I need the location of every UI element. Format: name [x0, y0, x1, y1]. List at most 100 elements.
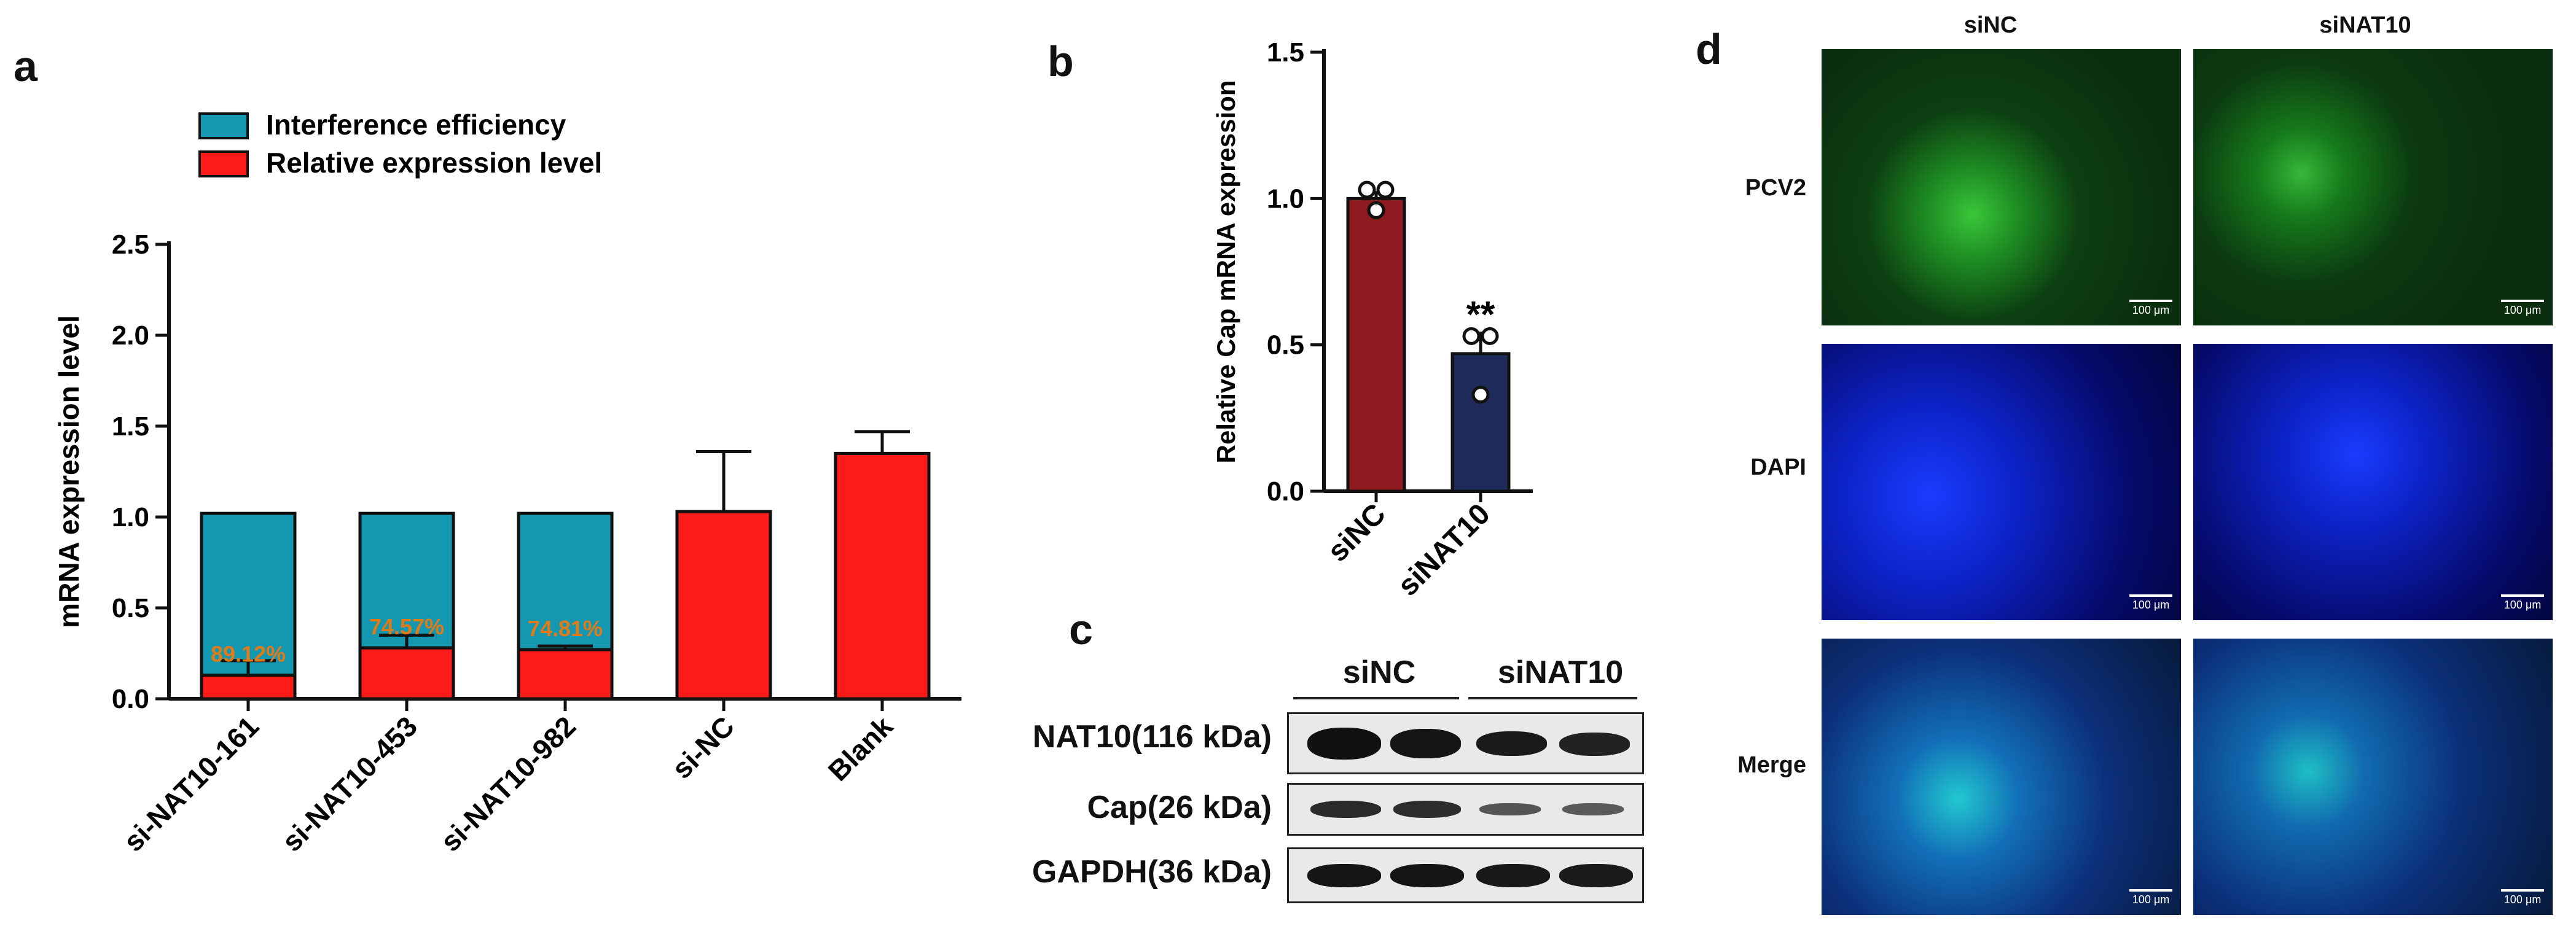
bar-relative: [675, 510, 772, 701]
scale-bar-label: 100 μm: [2132, 304, 2170, 316]
wb-group-line-sinc: [1293, 697, 1459, 699]
wb-band: [1476, 864, 1550, 887]
y-tick-label: 0.5: [112, 593, 149, 623]
bar-interference: [517, 511, 614, 651]
scale-bar-label: 100 μm: [2504, 893, 2542, 906]
scale-bar-label: 100 μm: [2504, 599, 2542, 611]
bar: [1450, 352, 1511, 493]
x-tick-label: si-NAT10-453: [276, 710, 423, 857]
data-point: [1376, 181, 1395, 199]
scale-bar: 100 μm: [2501, 889, 2544, 906]
y-tick-label: 2.0: [112, 321, 149, 351]
bar-relative: [358, 646, 455, 701]
scale-bar: 100 μm: [2501, 300, 2544, 317]
wb-row-label-nat10: NAT10(116 kDa): [1032, 719, 1272, 755]
wb-row-label-cap: Cap(26 kDa): [1087, 790, 1272, 825]
y-axis-title: Relative Cap mRNA expression: [1212, 80, 1240, 464]
x-tick-label: siNAT10: [1392, 497, 1497, 602]
micrograph-pcv2-sinat10: 100 μm: [2193, 49, 2553, 325]
panel-letter-b: b: [1047, 37, 1074, 85]
wb-band: [1562, 803, 1624, 815]
chart-a: 0.0 0.5 1.0 1.5 2.0 2.5 mRNA expression level 8…: [53, 109, 961, 858]
wb-band: [1310, 801, 1381, 818]
wb-strip-gapdh: [1287, 847, 1644, 903]
micro-row-label-pcv2: PCV2: [1745, 175, 1806, 201]
y-tick-label: 0.0: [112, 684, 149, 714]
data-point: [1358, 181, 1376, 199]
scale-bar-line: [2129, 300, 2172, 302]
micro-row-label-dapi: DAPI: [1750, 454, 1806, 480]
scale-bar: 100 μm: [2129, 594, 2172, 612]
panel-letter-c: c: [1069, 605, 1093, 653]
scale-bar-line: [2129, 889, 2172, 892]
bar-interference: [358, 511, 455, 650]
bar: [1346, 196, 1406, 493]
bar-relative: [834, 451, 931, 701]
scale-bar-label: 100 μm: [2132, 599, 2170, 611]
percent-annotation: 89.12%: [211, 642, 286, 667]
micrograph-dapi-sinc: 100 μm: [1822, 344, 2181, 620]
x-tick-label: Blank: [822, 710, 899, 787]
legend-label: Relative expression level: [266, 147, 602, 179]
y-tick-label: 1.0: [1267, 184, 1304, 214]
significance-mark: **: [1466, 294, 1495, 335]
y-tick-label: 1.5: [1267, 37, 1304, 68]
data-point: [1462, 327, 1481, 345]
bar-interference: [200, 511, 297, 677]
wb-band: [1390, 864, 1464, 887]
legend-swatch: [198, 150, 249, 177]
bar-relative: [517, 648, 614, 701]
percent-annotation: 74.57%: [369, 614, 444, 639]
y-tick-label: 1.0: [112, 502, 149, 532]
wb-group-label-sinc: siNC: [1342, 655, 1416, 690]
wb-row-label-gapdh: GAPDH(36 kDa): [1032, 854, 1272, 890]
scale-bar-line: [2129, 594, 2172, 597]
y-tick-label: 2.5: [112, 230, 149, 260]
scale-bar-label: 100 μm: [2132, 893, 2170, 906]
y-tick-label: 0.0: [1267, 476, 1304, 507]
micro-row-label-merge: Merge: [1737, 752, 1806, 778]
data-point: [1471, 386, 1490, 404]
scale-bar-line: [2501, 594, 2544, 597]
x-tick-label: si-NAT10-161: [117, 710, 265, 857]
wb-band: [1393, 801, 1461, 818]
micro-col-label-sinc: siNC: [1963, 12, 2018, 38]
wb-strip-cap: [1287, 783, 1644, 836]
x-tick-label: si-NC: [665, 710, 740, 785]
wb-band: [1390, 729, 1461, 758]
scale-bar-label: 100 μm: [2504, 304, 2542, 316]
wb-band: [1559, 864, 1633, 887]
micro-col-label-sinat10: siNAT10: [2319, 12, 2411, 38]
y-axis-title: mRNA expression level: [53, 315, 85, 628]
scale-bar: 100 μm: [2129, 889, 2172, 906]
data-point: [1367, 201, 1385, 219]
x-tick-label: si-NAT10-982: [434, 710, 582, 857]
wb-band: [1307, 864, 1381, 887]
y-tick-label: 1.5: [112, 411, 149, 441]
scale-bar: 100 μm: [2501, 594, 2544, 612]
micrograph-merge-sinc: 100 μm: [1822, 639, 2181, 915]
scale-bar: 100 μm: [2129, 300, 2172, 317]
panel-letter-a: a: [14, 42, 37, 90]
panel-letter-d: d: [1696, 25, 1722, 73]
legend-swatch: [198, 112, 249, 139]
micrograph-dapi-sinat10: 100 μm: [2193, 344, 2553, 620]
wb-band: [1559, 733, 1630, 756]
legend-label: Interference efficiency: [266, 109, 566, 141]
scale-bar-line: [2501, 889, 2544, 892]
percent-annotation: 74.81%: [528, 616, 603, 641]
micrograph-pcv2-sinc: 100 μm: [1822, 49, 2181, 325]
scale-bar-line: [2501, 300, 2544, 302]
wb-group-line-sinat10: [1468, 697, 1637, 699]
wb-band: [1479, 803, 1541, 815]
chart-b: 0.0 0.5 1.0 1.5 Relative Cap mRNA expression…: [1212, 37, 1533, 602]
bar-relative: [200, 674, 297, 701]
data-point: [1481, 327, 1499, 345]
wb-group-label-sinat10: siNAT10: [1497, 655, 1624, 690]
wb-strip-nat10: [1287, 712, 1644, 774]
y-tick-label: 0.5: [1267, 330, 1304, 360]
wb-band: [1307, 728, 1381, 760]
x-tick-label: siNC: [1321, 497, 1392, 568]
wb-band: [1476, 731, 1547, 756]
micrograph-merge-sinat10: 100 μm: [2193, 639, 2553, 915]
